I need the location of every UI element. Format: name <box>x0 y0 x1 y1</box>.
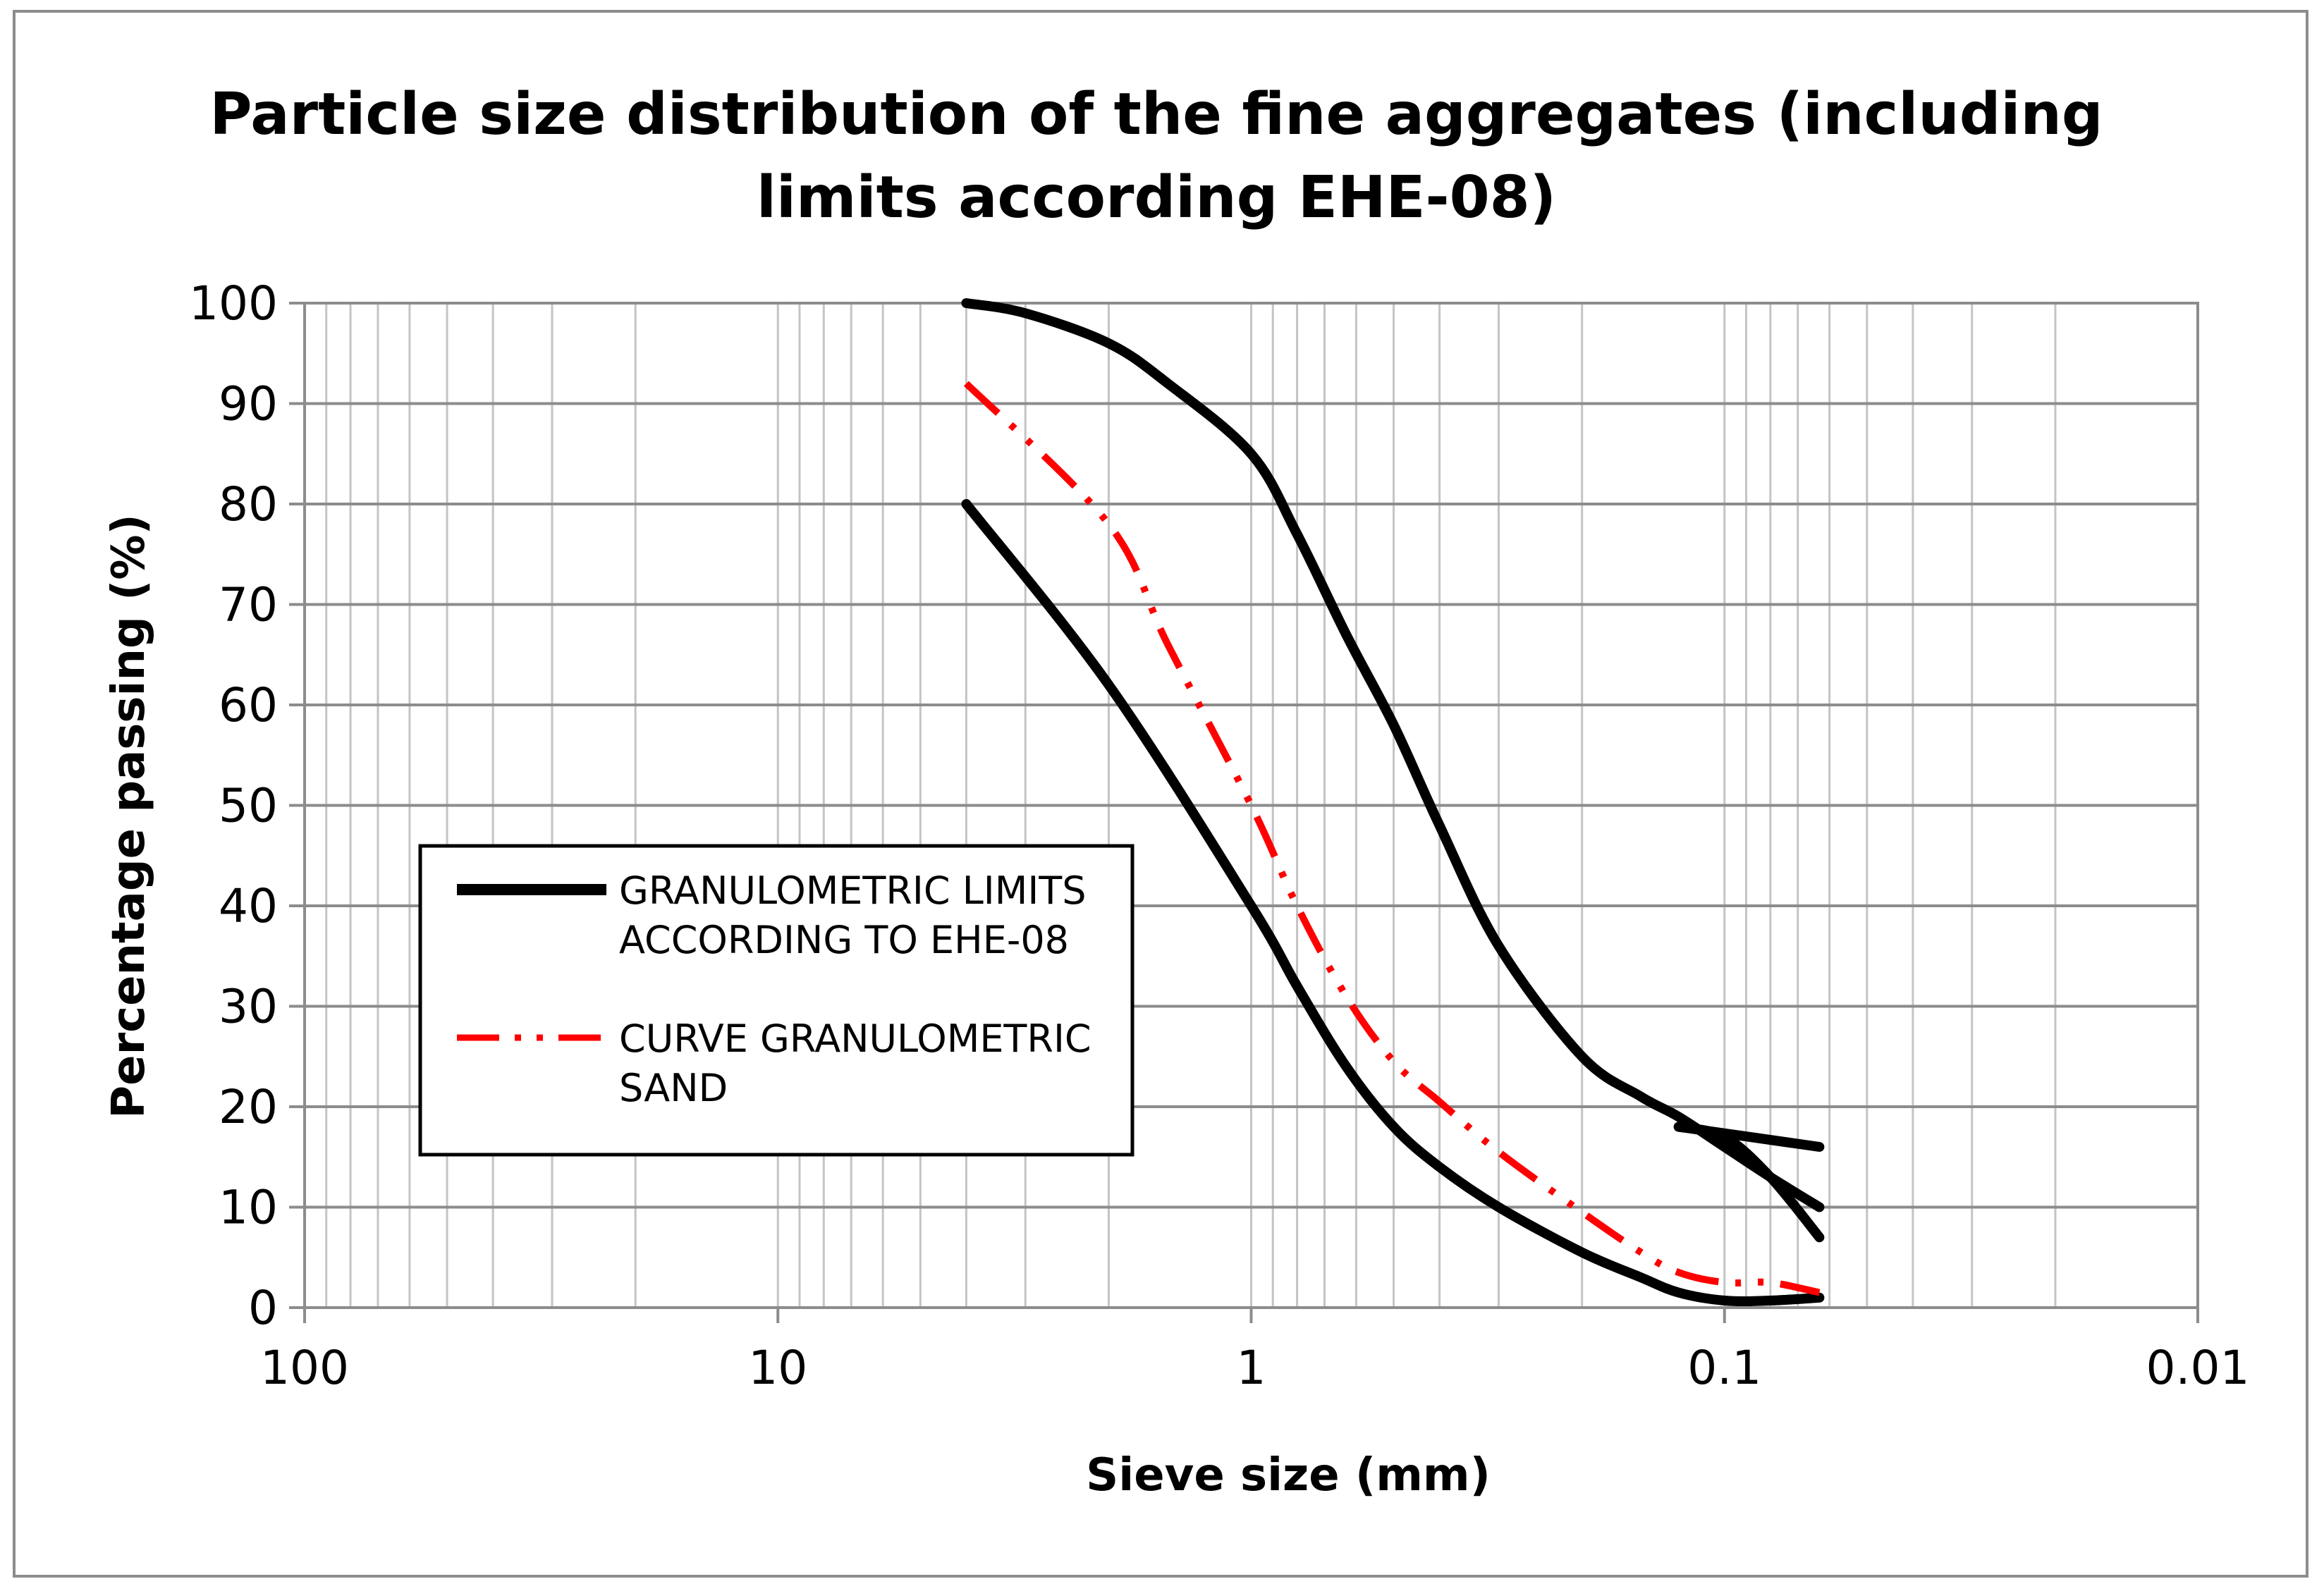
y-tick-label: 60 <box>219 678 278 732</box>
y-tick-label: 100 <box>189 276 278 331</box>
y-tick-label: 20 <box>219 1080 278 1134</box>
legend: GRANULOMETRIC LIMITS ACCORDING TO EHE-08… <box>418 844 1135 1157</box>
sand-curve-line <box>963 381 1821 1296</box>
x-tick-label: 0.1 <box>1687 1341 1761 1395</box>
y-tick-label: 50 <box>219 779 278 833</box>
legend-label-limits-line-2: ACCORDING TO EHE-08 <box>619 918 1069 962</box>
tick-labels: 0 10 20 30 40 50 60 70 80 90 100 100 10 1 0.1 0.01 <box>189 276 2249 1395</box>
legend-box <box>418 844 1135 1157</box>
y-tick-label: 40 <box>219 879 278 933</box>
y-axis-label: Percentage passing (%) <box>103 514 155 1118</box>
x-tick-label: 10 <box>748 1341 807 1395</box>
y-tick-label: 70 <box>219 578 278 632</box>
legend-label-limits-line-1: GRANULOMETRIC LIMITS <box>619 868 1087 913</box>
legend-label-sand-line-1: CURVE GRANULOMETRIC <box>619 1016 1091 1061</box>
x-tick-label: 0.01 <box>2146 1341 2250 1395</box>
chart-title: Particle size distribution of the fine a… <box>209 81 2103 231</box>
plot-area-border <box>289 302 2199 1323</box>
y-tick-label: 30 <box>219 980 278 1034</box>
y-tick-label: 90 <box>219 377 278 431</box>
y-tick-label: 80 <box>219 477 278 532</box>
chart-frame: Particle size distribution of the fine a… <box>13 10 2308 1578</box>
limit-curve-line-1 <box>961 298 1825 1212</box>
y-tick-label: 0 <box>248 1281 278 1335</box>
x-tick-label: 100 <box>260 1341 349 1395</box>
chart-title-line-1: Particle size distribution of the fine a… <box>209 81 2103 148</box>
chart-title-line-2: limits according EHE-08) <box>757 164 1556 231</box>
legend-label-sand-line-2: SAND <box>619 1066 728 1110</box>
x-axis-label: Sieve size (mm) <box>1086 1449 1491 1501</box>
chart-canvas: Particle size distribution of the fine a… <box>103 81 2249 1501</box>
limit-curve-line-2 <box>961 499 1825 1307</box>
series-layer <box>961 298 1825 1307</box>
limit-curve-line-4 <box>1673 1122 1825 1152</box>
y-tick-label: 10 <box>219 1181 278 1235</box>
x-tick-label: 1 <box>1237 1341 1266 1395</box>
